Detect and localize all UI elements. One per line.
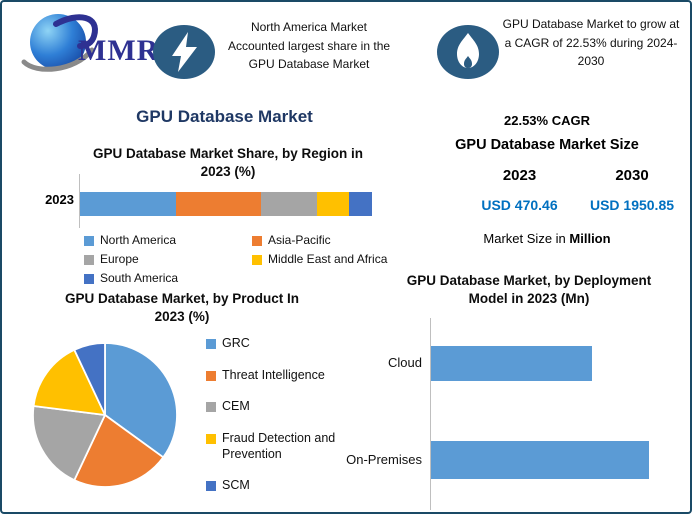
legend-swatch bbox=[84, 236, 94, 246]
logo-text: MMR bbox=[78, 34, 160, 67]
start-value: USD 470.46 bbox=[481, 197, 558, 213]
legend-item: South America bbox=[84, 271, 252, 286]
region-category-label: 2023 bbox=[45, 192, 74, 207]
market-size-caption: Market Size in Million bbox=[422, 231, 672, 246]
legend-item: Asia-Pacific bbox=[252, 233, 387, 248]
region-bar-segment bbox=[348, 192, 372, 216]
legend-swatch bbox=[206, 370, 216, 381]
right-callout-text: GPU Database Market to grow at a CAGR of… bbox=[502, 17, 680, 69]
region-bar-segment bbox=[80, 192, 177, 216]
legend-item: Middle East and Africa bbox=[252, 252, 387, 267]
mmr-logo: MMR bbox=[16, 10, 160, 78]
legend-label: Threat Intelligence bbox=[222, 367, 325, 382]
legend-label: North America bbox=[100, 233, 177, 247]
legend-label: SCM bbox=[222, 478, 250, 493]
pie-slice bbox=[32, 348, 106, 416]
product-pie-svg bbox=[32, 342, 178, 488]
region-bar-segment bbox=[261, 192, 317, 216]
end-value: USD 1950.85 bbox=[589, 197, 675, 213]
legend-swatch bbox=[206, 402, 216, 413]
legend-item: CEM bbox=[206, 399, 377, 415]
flame-icon bbox=[437, 25, 499, 79]
region-bar bbox=[80, 192, 372, 216]
legend-item: Europe bbox=[84, 252, 252, 267]
legend-swatch bbox=[84, 274, 94, 284]
product-share-chart: GPU Database Market, by Product In 2023 … bbox=[22, 290, 392, 512]
region-share-chart: GPU Database Market Share, by Region in … bbox=[42, 145, 392, 285]
lightning-icon bbox=[153, 25, 215, 79]
legend-swatch bbox=[206, 433, 216, 444]
deployment-bar bbox=[431, 441, 649, 479]
legend-label: Europe bbox=[100, 252, 139, 266]
legend-swatch bbox=[252, 236, 262, 246]
pie-slice bbox=[32, 405, 106, 482]
deployment-axis bbox=[430, 318, 431, 510]
legend-label: South America bbox=[100, 271, 179, 285]
deployment-label-cloud: Cloud bbox=[388, 355, 422, 370]
deployment-label-on-premises: On-Premises bbox=[346, 452, 422, 467]
legend-item: SCM bbox=[206, 478, 377, 494]
deployment-bar bbox=[431, 346, 592, 381]
legend-label: GRC bbox=[222, 336, 250, 350]
caption-bold: Million bbox=[569, 231, 611, 246]
legend-swatch bbox=[206, 339, 216, 349]
region-chart-title: GPU Database Market Share, by Region in … bbox=[92, 146, 364, 180]
market-size-panel: 22.53% CAGR GPU Database Market Size 202… bbox=[422, 107, 674, 257]
market-size-title: GPU Database Market Size bbox=[455, 137, 639, 153]
legend-swatch bbox=[252, 255, 262, 265]
legend-item: Threat Intelligence bbox=[206, 368, 377, 384]
region-legend: North America Asia-Pacific Europe Middle Ea… bbox=[84, 233, 387, 286]
start-year: 2023 bbox=[502, 167, 537, 184]
legend-label: Middle East and Africa bbox=[268, 252, 388, 266]
page-title: GPU Database Market bbox=[136, 107, 313, 126]
region-chart-axis bbox=[79, 174, 80, 228]
end-year: 2030 bbox=[615, 167, 649, 184]
legend-item: North America bbox=[84, 233, 252, 248]
caption-regular: Market Size in bbox=[483, 231, 570, 246]
deployment-plot-area: Cloud On-Premises bbox=[342, 316, 690, 512]
deployment-chart-title: GPU Database Market, by Deployment Model… bbox=[406, 273, 652, 307]
product-chart-title: GPU Database Market, by Product In 2023 … bbox=[64, 291, 300, 325]
product-legend: GRC Threat Intelligence CEM Fraud Detection… bbox=[206, 336, 377, 494]
cagr-text: 22.53% CAGR bbox=[504, 113, 590, 128]
legend-item: GRC bbox=[206, 336, 377, 352]
region-bar-segment bbox=[176, 192, 262, 216]
pie-slice bbox=[104, 342, 178, 459]
region-bar-segment bbox=[316, 192, 349, 216]
legend-item: Fraud Detection and Prevention bbox=[206, 431, 377, 462]
legend-swatch bbox=[206, 481, 216, 492]
logo-swoosh bbox=[21, 14, 98, 72]
deployment-chart: GPU Database Market, by Deployment Model… bbox=[342, 272, 690, 512]
legend-label: CEM bbox=[222, 399, 250, 414]
legend-label: Asia-Pacific bbox=[268, 233, 331, 247]
pie-slice bbox=[73, 342, 106, 416]
legend-label: Fraud Detection and Prevention bbox=[222, 430, 336, 461]
legend-swatch bbox=[84, 255, 94, 265]
left-callout-text: North America Market Accounted largest s… bbox=[227, 20, 391, 72]
